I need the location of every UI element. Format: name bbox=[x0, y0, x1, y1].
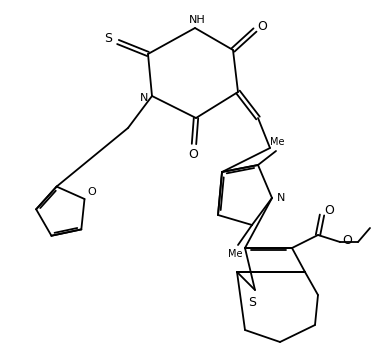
Text: N: N bbox=[277, 193, 285, 203]
Text: N: N bbox=[140, 93, 148, 103]
Text: O: O bbox=[188, 148, 198, 160]
Text: O: O bbox=[324, 204, 334, 217]
Text: S: S bbox=[104, 33, 112, 46]
Text: O: O bbox=[257, 19, 267, 33]
Text: S: S bbox=[248, 296, 256, 308]
Text: Me: Me bbox=[228, 249, 242, 259]
Text: O: O bbox=[342, 234, 352, 247]
Text: Me: Me bbox=[270, 137, 284, 147]
Text: NH: NH bbox=[189, 15, 205, 25]
Text: O: O bbox=[87, 187, 96, 197]
